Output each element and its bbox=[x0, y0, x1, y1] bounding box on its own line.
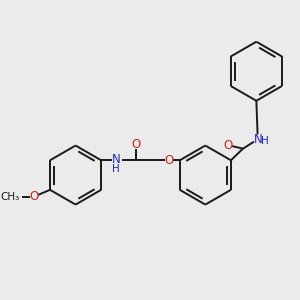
Text: N: N bbox=[254, 133, 262, 146]
Text: N: N bbox=[112, 153, 121, 166]
Text: O: O bbox=[30, 190, 39, 203]
Text: O: O bbox=[164, 154, 173, 167]
Text: O: O bbox=[131, 138, 141, 151]
Text: CH₃: CH₃ bbox=[0, 191, 20, 202]
Text: O: O bbox=[223, 139, 232, 152]
Text: H: H bbox=[112, 164, 120, 174]
Text: H: H bbox=[262, 136, 269, 146]
